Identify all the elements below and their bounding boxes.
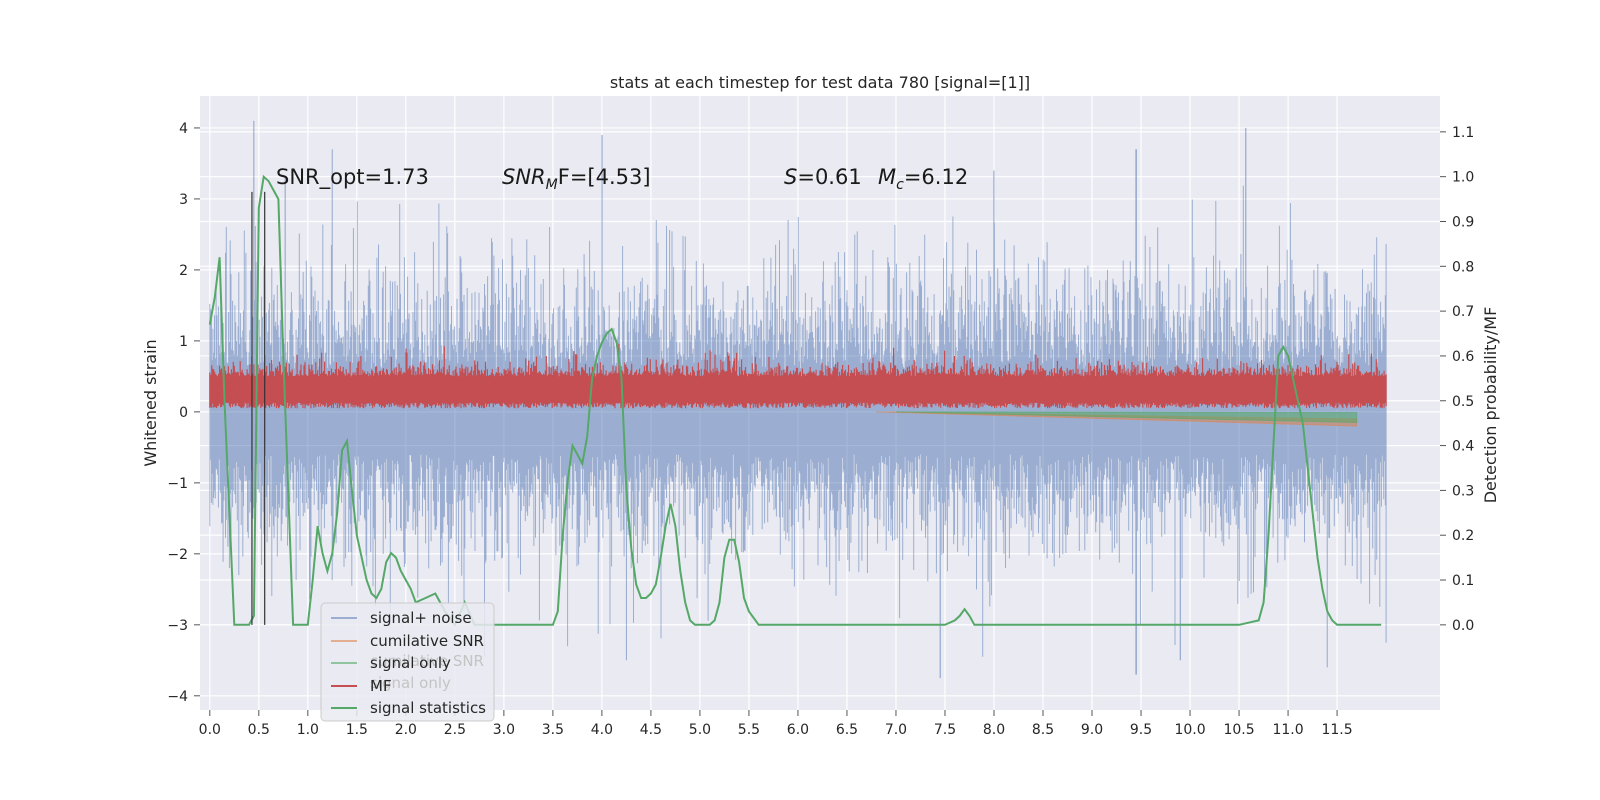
annotation-snr-mf-value: F=[4.53] — [558, 165, 651, 189]
series-mf — [209, 343, 1387, 409]
y-tick-label-left: −3 — [167, 618, 188, 634]
y-axis-label-right: Detection probability/MF — [1481, 307, 1500, 504]
x-tick-label: 4.5 — [640, 722, 662, 738]
annotation-mf-subscript: M — [546, 177, 558, 193]
legend-ghost-signal-only: signal only — [370, 674, 451, 692]
y-tick-label-right: 1.1 — [1452, 125, 1474, 141]
y-axis-label-left: Whitened strain — [141, 339, 160, 466]
axes-layer: 0.0 0.5 1.0 1.5 2.0 2.5 3.0 3.5 4.0 4.5 5.0 5.5 6.0 6… — [167, 121, 1474, 738]
y-tick-label-left: 4 — [179, 121, 188, 137]
y-tick-label-right: 0.6 — [1452, 349, 1474, 365]
x-tick-label: 3.5 — [542, 722, 564, 738]
annotation-snr-opt: SNR_opt=1.73 — [276, 165, 429, 190]
y-tick-label-right: 0.7 — [1452, 304, 1474, 320]
y-tick-label-right: 0.9 — [1452, 214, 1474, 230]
x-tick-label: 1.5 — [346, 722, 368, 738]
annotation-s: S=0.61 — [784, 165, 862, 189]
y-tick-label-right: 0.1 — [1452, 573, 1474, 589]
series-layer — [208, 120, 1387, 679]
legend-label-cumulative: cumilative SNR — [370, 632, 484, 650]
legend-box — [320, 602, 495, 722]
x-tick-label: 2.0 — [395, 722, 417, 738]
y-tick-label-left: 0 — [179, 405, 188, 421]
x-tick-label: 6.0 — [787, 722, 809, 738]
x-tick-label: 9.5 — [1130, 722, 1152, 738]
x-tick-label: 9.0 — [1081, 722, 1103, 738]
x-tick-label: 4.0 — [591, 722, 613, 738]
y-tick-label-right: 0.8 — [1452, 259, 1474, 275]
annotation-mc-value: =6.12 — [904, 165, 968, 189]
x-tick-label: 8.0 — [983, 722, 1005, 738]
y-tick-label-right: 0.4 — [1452, 439, 1474, 455]
x-tick-label: 10.0 — [1174, 722, 1205, 738]
y-tick-label-right: 1.0 — [1452, 170, 1474, 186]
annotation-s-value: =0.61 — [797, 165, 861, 189]
y-tick-label-left: 3 — [179, 192, 188, 208]
x-tick-label: 10.5 — [1223, 722, 1254, 738]
annotations: SNR_opt=1.73 SNRMF=[4.53] S=0.61 Mc=6.12 — [276, 165, 968, 193]
series-signal-only — [895, 411, 1358, 424]
y-tick-label-left: −2 — [167, 547, 188, 563]
legend-label-mf: MF — [370, 677, 392, 695]
x-tick-label: 5.0 — [689, 722, 711, 738]
x-tick-label: 7.5 — [934, 722, 956, 738]
legend-label-signal-only: signal only — [370, 654, 451, 672]
annotation-snr-mf: SNRMF=[4.53] — [502, 165, 651, 193]
x-tick-label: 11.5 — [1321, 722, 1352, 738]
legend-ghost-cumulative: cumilative SNR — [370, 652, 484, 670]
annotation-mc-subscript: c — [896, 177, 904, 193]
x-tick-label: 6.5 — [836, 722, 858, 738]
x-tick-label: 2.5 — [444, 722, 466, 738]
legend-label-stats: signal statistics — [370, 699, 486, 717]
annotation-snr-symbol: SNR — [502, 165, 546, 189]
annotation-mc: Mc=6.12 — [878, 165, 968, 193]
x-tick-label: 7.0 — [885, 722, 907, 738]
y-tick-label-right: 0.5 — [1452, 394, 1474, 410]
x-tick-label: 11.0 — [1272, 722, 1303, 738]
y-tick-label-right: 0.3 — [1452, 483, 1474, 499]
y-tick-label-right: 0.0 — [1452, 618, 1474, 634]
legend-label-noise: signal+ noise — [370, 609, 472, 627]
y-tick-label-left: 1 — [179, 334, 188, 350]
x-tick-label: 1.0 — [297, 722, 319, 738]
chart-title: stats at each timestep for test data 780… — [610, 73, 1030, 92]
annotation-mc-symbol: M — [878, 165, 896, 189]
legend: cumilative SNR signal only signal+ noise… — [320, 602, 495, 722]
x-tick-label: 0.5 — [248, 722, 270, 738]
series-signal-statistics — [208, 174, 1382, 627]
y-tick-label-left: −1 — [167, 476, 188, 492]
y-tick-label-left: −4 — [167, 689, 188, 705]
x-tick-label: 3.0 — [493, 722, 515, 738]
y-tick-label-left: 2 — [179, 263, 188, 279]
x-tick-label: 5.5 — [738, 722, 760, 738]
x-tick-label: 0.0 — [199, 722, 221, 738]
x-tick-label: 8.5 — [1032, 722, 1054, 738]
y-tick-label-right: 0.2 — [1452, 528, 1474, 544]
annotation-s-symbol: S — [784, 165, 797, 189]
